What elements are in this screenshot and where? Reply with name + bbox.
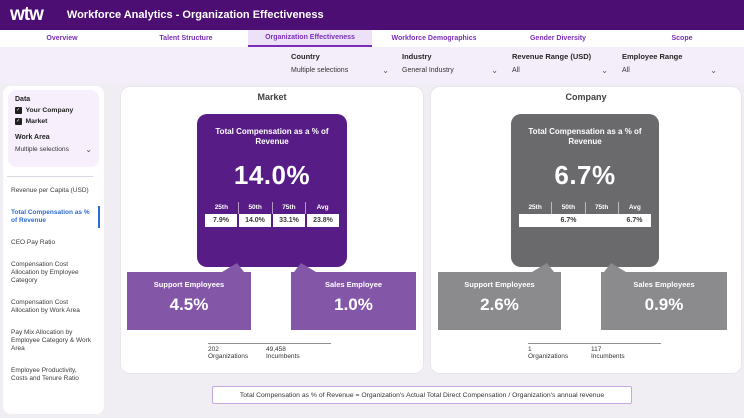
- filter-employee-range-label: Employee Range: [622, 52, 683, 61]
- work-area-dropdown[interactable]: Multiple selections ⌄: [15, 145, 92, 154]
- filter-employee-range: Employee Range All ⌄: [622, 52, 717, 75]
- nav-revenue-per-capita[interactable]: Revenue per Capita (USD): [11, 187, 89, 194]
- filter-employee-range-dropdown[interactable]: All ⌄: [622, 66, 717, 75]
- checkbox-checked-icon: ✓: [15, 118, 22, 125]
- chevron-down-icon: ⌄: [710, 66, 717, 75]
- sidebar-nav: Revenue per Capita (USD) Total Compensat…: [11, 187, 100, 397]
- filter-revenue-range-dropdown[interactable]: All ⌄: [512, 66, 608, 75]
- company-percentile-headers: 25th 50th 75th Avg: [519, 202, 651, 214]
- callout-tail: [294, 263, 316, 272]
- company-stats: 1 Organizations 117 Incumbents: [528, 343, 661, 360]
- tab-scope[interactable]: Scope: [671, 35, 693, 42]
- company-card-title: Total Compensation as a % of Revenue: [528, 127, 642, 146]
- definition-note: Total Compensation as % of Revenue = Org…: [212, 386, 632, 404]
- market-support-employees-card: Support Employees 4.5%: [127, 263, 251, 330]
- market-percentile-headers: 25th 50th 75th Avg: [205, 202, 339, 214]
- callout-tail: [532, 263, 554, 272]
- nav-comp-cost-by-employee-category[interactable]: Compensation Cost Allocation by Employee…: [11, 261, 79, 284]
- nav-pay-mix-allocation[interactable]: Pay Mix Allocation by Employee Category …: [11, 329, 92, 352]
- company-support-employees-card: Support Employees 2.6%: [438, 263, 561, 330]
- chevron-down-icon: ⌄: [382, 66, 389, 75]
- chevron-down-icon: ⌄: [85, 145, 92, 154]
- nav-ceo-pay-ratio[interactable]: CEO Pay Ratio: [11, 239, 56, 246]
- tab-overview[interactable]: Overview: [46, 35, 78, 42]
- company-percentile-values: 6.7% 6.7%: [519, 214, 651, 227]
- filter-country-value: Multiple selections: [291, 67, 349, 74]
- callout-tail: [222, 263, 244, 272]
- market-sales-employee-card: Sales Employee 1.0%: [291, 263, 416, 330]
- filter-revenue-range-label: Revenue Range (USD): [512, 52, 592, 61]
- checkbox-market[interactable]: ✓ Market: [15, 118, 48, 125]
- filter-revenue-range-value: All: [512, 67, 520, 74]
- chevron-down-icon: ⌄: [601, 66, 608, 75]
- sidebar-filter-card: Data ✓ Your Company ✓ Market Work Area M…: [8, 90, 99, 167]
- tab-workforce-demographics[interactable]: Workforce Demographics: [391, 35, 477, 42]
- filter-country-dropdown[interactable]: Multiple selections ⌄: [291, 66, 389, 75]
- filter-industry: Industry General Industry ⌄: [402, 52, 498, 75]
- market-organizations-stat: 202 Organizations: [208, 346, 249, 360]
- nav-employee-productivity[interactable]: Employee Productivity, Costs and Tenure …: [11, 367, 79, 382]
- company-incumbents-stat: 117 Incumbents: [591, 346, 625, 360]
- company-total-comp-card: Total Compensation as a % of Revenue 6.7…: [511, 114, 659, 267]
- work-area-title: Work Area: [15, 134, 50, 141]
- checkbox-your-company[interactable]: ✓ Your Company: [15, 107, 74, 114]
- market-stats: 202 Organizations 49,458 Incumbents: [208, 343, 331, 360]
- filter-revenue-range: Revenue Range (USD) All ⌄: [512, 52, 608, 75]
- tab-organization-effectiveness[interactable]: Organization Effectiveness: [248, 30, 372, 47]
- filter-employee-range-value: All: [622, 67, 630, 74]
- market-total-comp-card: Total Compensation as a % of Revenue 14.…: [197, 114, 347, 267]
- nav-total-compensation-pct-revenue[interactable]: Total Compensation as % of Revenue: [11, 206, 100, 228]
- sidebar: Data ✓ Your Company ✓ Market Work Area M…: [3, 86, 104, 414]
- market-panel: Market Total Compensation as a % of Reve…: [120, 86, 424, 374]
- app-header: wtw Workforce Analytics - Organization E…: [0, 0, 744, 30]
- nav-comp-cost-by-work-area[interactable]: Compensation Cost Allocation by Work Are…: [11, 299, 80, 314]
- filter-country: Country Multiple selections ⌄: [291, 52, 389, 75]
- filter-industry-value: General Industry: [402, 67, 454, 74]
- market-percentile-values: 7.9% 14.0% 33.1% 23.8%: [205, 214, 339, 227]
- filter-country-label: Country: [291, 52, 320, 61]
- company-organizations-stat: 1 Organizations: [528, 346, 569, 360]
- chevron-down-icon: ⌄: [491, 66, 498, 75]
- tab-bar: Overview Talent Structure Organization E…: [0, 30, 744, 47]
- filter-bar: Country Multiple selections ⌄ Industry G…: [0, 47, 744, 84]
- work-area-value: Multiple selections: [15, 146, 69, 153]
- market-card-value: 14.0%: [233, 160, 311, 190]
- company-panel-title: Company: [565, 92, 607, 102]
- market-incumbents-stat: 49,458 Incumbents: [266, 346, 300, 360]
- checkbox-checked-icon: ✓: [15, 107, 22, 114]
- callout-tail: [604, 263, 626, 272]
- page-title: Workforce Analytics - Organization Effec…: [66, 9, 324, 21]
- filter-industry-dropdown[interactable]: General Industry ⌄: [402, 66, 498, 75]
- filter-industry-label: Industry: [402, 52, 432, 61]
- data-section-title: Data: [15, 96, 31, 103]
- wtw-logo: wtw: [10, 4, 44, 25]
- company-sales-employees-card: Sales Employees 0.9%: [601, 263, 727, 330]
- sidebar-divider: [7, 176, 93, 177]
- tab-gender-diversity[interactable]: Gender Diversity: [529, 35, 587, 42]
- company-panel: Company Total Compensation as a % of Rev…: [430, 86, 742, 374]
- market-card-title: Total Compensation as a % of Revenue: [215, 127, 329, 146]
- company-card-value: 6.7%: [554, 160, 616, 190]
- market-panel-title: Market: [257, 92, 287, 102]
- tab-talent-structure[interactable]: Talent Structure: [159, 35, 213, 42]
